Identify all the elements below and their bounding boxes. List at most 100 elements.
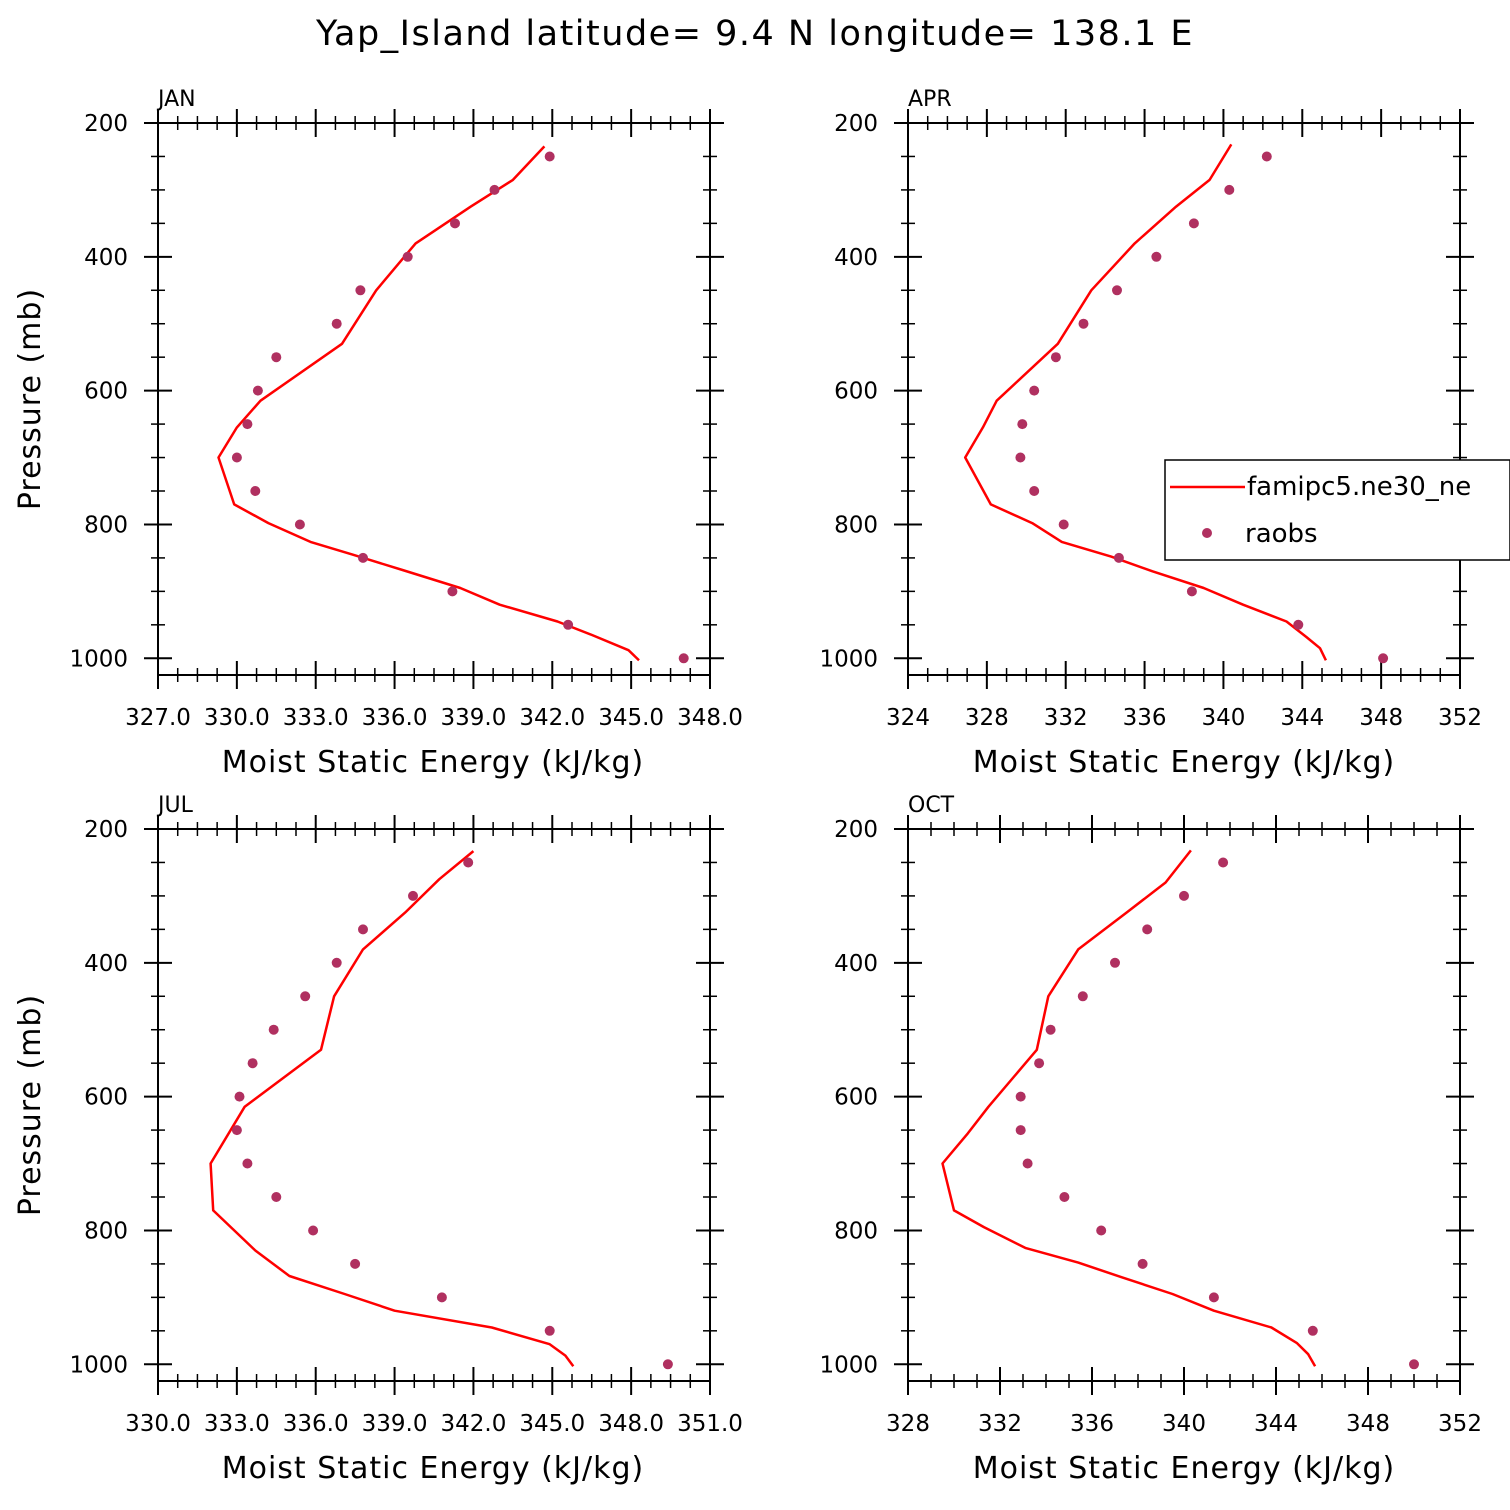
data-point-raobs (1045, 1024, 1056, 1035)
y-axis-label: Pressure (mb) (13, 288, 48, 510)
data-point-raobs (1078, 318, 1089, 329)
data-point-raobs (300, 991, 311, 1002)
x-tick-label: 336 (1123, 705, 1167, 731)
data-point-raobs (331, 957, 342, 968)
data-point-raobs (308, 1225, 319, 1236)
x-tick-label: 324 (886, 705, 930, 731)
data-point-raobs (1378, 653, 1389, 664)
data-point-raobs (271, 1192, 282, 1202)
data-point-raobs (234, 1091, 245, 1102)
x-tick-label: 344 (1254, 1411, 1298, 1437)
data-point-raobs (1224, 184, 1235, 195)
series-line-famipc5-ne30-ne (963, 143, 1328, 661)
x-axis-label: Moist Static Energy (kJ/kg) (222, 1451, 645, 1486)
panel-apr: APR Moist Static Energy (kJ/kg) 324 328 33… (819, 87, 1482, 780)
panel-title: APR (908, 87, 952, 112)
data-point-raobs (1015, 1091, 1026, 1102)
data-point-raobs (294, 519, 305, 530)
y-tick-label: 800 (834, 1218, 878, 1244)
y-tick-label: 1000 (819, 646, 878, 672)
y-tick-label: 200 (84, 111, 128, 137)
y-tick-label: 1000 (819, 1352, 878, 1378)
x-tick-label: 342.0 (440, 1411, 506, 1437)
y-tick-label: 600 (84, 379, 128, 405)
data-point-raobs (1015, 1125, 1026, 1136)
y-axis-label: Pressure (mb) (13, 994, 48, 1216)
y-tick-label: 200 (834, 817, 878, 843)
plot-frame (157, 122, 711, 676)
data-point-raobs (242, 1158, 253, 1169)
panel-title: JAN (156, 87, 196, 112)
data-point-raobs (1096, 1225, 1107, 1236)
x-tick-label: 348 (1359, 705, 1403, 731)
legend-box (1164, 459, 1510, 561)
data-point-raobs (242, 419, 253, 430)
data-point-raobs (252, 385, 263, 396)
x-tick-label: 348 (1346, 1411, 1390, 1437)
series-line-famipc5-ne30-ne (217, 145, 640, 662)
data-point-raobs (408, 890, 418, 901)
y-tick-label: 200 (84, 817, 128, 843)
data-point-raobs (1142, 924, 1153, 935)
figure-title: Yap_Island latitude= 9.4 N longitude= 13… (315, 14, 1194, 54)
x-axis-label: Moist Static Energy (kJ/kg) (973, 1451, 1396, 1486)
panel-oct: OCT Moist Static Energy (kJ/kg) 328 332 33… (819, 793, 1482, 1486)
y-tick-label: 600 (84, 1085, 128, 1111)
x-tick-label: 330.0 (204, 705, 270, 731)
data-point-raobs (1218, 857, 1229, 868)
data-point-raobs (1186, 586, 1197, 597)
x-tick-label: 352 (1438, 1411, 1482, 1437)
data-point-raobs (231, 1125, 242, 1136)
y-tick-label: 1000 (69, 1352, 128, 1378)
data-point-raobs (331, 318, 342, 329)
data-point-raobs (1179, 890, 1189, 901)
plot-frame (907, 122, 1461, 676)
legend-model-label: famipc5.ne30_ne (1247, 472, 1471, 502)
x-tick-label: 332 (978, 1411, 1022, 1437)
panel-title: OCT (908, 793, 955, 818)
y-tick-label: 600 (834, 1085, 878, 1111)
data-point-raobs (450, 218, 460, 229)
data-point-raobs (355, 285, 366, 296)
data-point-raobs (1113, 552, 1124, 563)
x-tick-label: 332 (1044, 705, 1088, 731)
data-point-raobs (402, 251, 413, 262)
data-point-raobs (662, 1359, 673, 1370)
x-tick-label: 345.0 (519, 1411, 585, 1437)
data-point-raobs (1208, 1292, 1219, 1303)
y-tick-label: 200 (834, 111, 878, 137)
data-point-raobs (1261, 151, 1272, 162)
data-point-raobs (678, 653, 689, 664)
x-tick-label: 345.0 (598, 705, 664, 731)
y-tick-label: 400 (84, 245, 128, 271)
data-point-raobs (1022, 1158, 1033, 1169)
y-tick-label: 400 (834, 245, 878, 271)
data-point-raobs (358, 924, 368, 935)
data-point-raobs (1137, 1258, 1148, 1269)
x-tick-label: 328 (886, 1411, 930, 1437)
panel-jul: JUL Moist Static Energy (kJ/kg) Pressure… (13, 793, 743, 1486)
x-tick-label: 339.0 (440, 705, 506, 731)
x-tick-label: 351.0 (677, 1411, 743, 1437)
x-axis-label: Moist Static Energy (kJ/kg) (222, 745, 645, 780)
data-point-raobs (1059, 1192, 1070, 1202)
data-point-raobs (1050, 352, 1061, 363)
data-point-raobs (1151, 251, 1162, 262)
y-tick-label: 800 (834, 512, 878, 538)
data-point-raobs (1017, 419, 1028, 430)
data-point-raobs (1034, 1058, 1045, 1069)
panel-title: JUL (156, 793, 194, 818)
y-tick-label: 800 (84, 512, 128, 538)
data-point-raobs (1188, 218, 1199, 229)
legend-obs-label: raobs (1245, 519, 1318, 549)
data-point-raobs (436, 1292, 447, 1303)
y-tick-label: 800 (84, 1218, 128, 1244)
x-tick-label: 330.0 (125, 1411, 191, 1437)
y-tick-label: 400 (834, 951, 878, 977)
data-point-raobs (268, 1024, 279, 1035)
data-point-raobs (1307, 1325, 1318, 1336)
x-tick-label: 336.0 (362, 705, 428, 731)
data-point-raobs (1110, 957, 1120, 968)
x-tick-label: 336.0 (283, 1411, 349, 1437)
legend: famipc5.ne30_ne raobs (1164, 459, 1510, 561)
